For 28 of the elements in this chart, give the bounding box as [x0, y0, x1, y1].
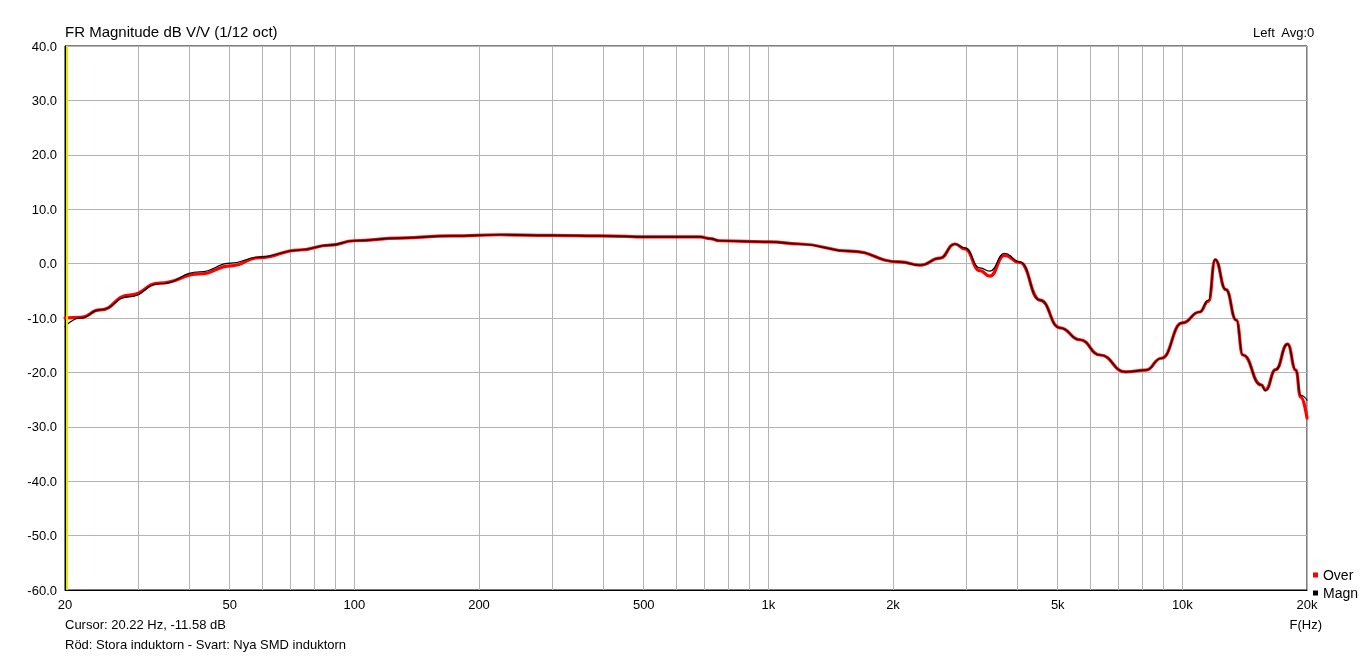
legend-label: Over [1322, 567, 1354, 583]
legend-label: Magn [1322, 585, 1359, 601]
x-tick-label: 50 [222, 597, 237, 612]
y-tick-label: 20.0 [31, 147, 57, 163]
x-axis-title: F(Hz) [1289, 617, 1323, 632]
y-tick-label: -60.0 [27, 582, 57, 598]
x-tick-label: 200 [468, 597, 490, 612]
y-tick-label: 0.0 [38, 256, 57, 272]
y-tick-label: 30.0 [31, 92, 57, 108]
chart-title: FR Magnitude dB V/V (1/12 oct) [65, 23, 278, 40]
x-tick-label: 100 [343, 597, 366, 612]
y-tick-label: -10.0 [27, 310, 57, 326]
y-tick-label: 10.0 [31, 201, 57, 217]
text: Cursor: 20.22 Hz, -11.58 dB [65, 617, 226, 632]
y-tick-label: -40.0 [27, 473, 57, 489]
y-tick-label: -20.0 [27, 364, 57, 380]
x-tick-label: 20k [1296, 597, 1318, 612]
x-tick-label: 2k [886, 597, 901, 612]
text: Left Avg:0 [1253, 25, 1315, 40]
x-tick-label: 1k [761, 597, 776, 612]
y-tick-label: 40.0 [31, 38, 57, 54]
x-tick-label: 10k [1171, 597, 1194, 612]
y-tick-label: -50.0 [27, 528, 57, 544]
x-tick-label: 500 [632, 597, 655, 612]
y-tick-label: -30.0 [27, 419, 57, 435]
x-tick-label: 20 [57, 597, 73, 612]
x-tick-label: 5k [1050, 597, 1066, 612]
text: Röd: Stora induktorn - Svart: Nya SMD induktorn [65, 637, 347, 652]
